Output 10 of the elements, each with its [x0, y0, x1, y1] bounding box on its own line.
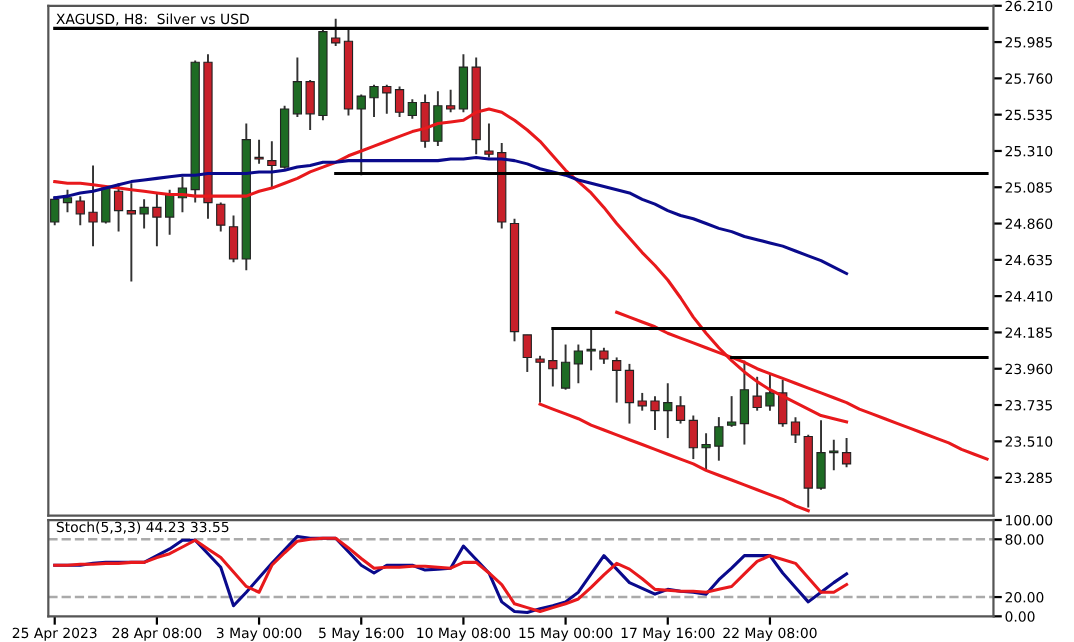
candlestick [790, 416, 801, 444]
candlestick [228, 214, 239, 264]
candlestick [216, 201, 226, 233]
line-series [53, 155, 849, 276]
candlestick [726, 395, 737, 428]
candlestick [612, 356, 622, 404]
candlestick [522, 333, 532, 373]
line-series [538, 402, 810, 513]
candlestick [50, 195, 60, 227]
candlestick [62, 188, 73, 214]
